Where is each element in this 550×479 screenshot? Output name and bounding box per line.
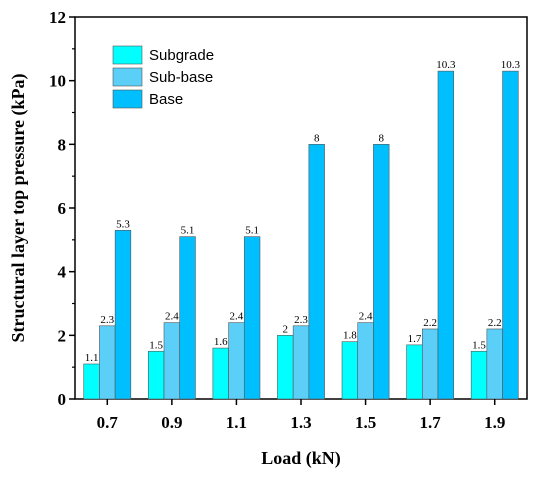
bar-subgrade-0.9 xyxy=(148,350,165,400)
bar-base-1.3 xyxy=(308,144,325,400)
data-label: 2 xyxy=(283,323,289,335)
data-label: 5.3 xyxy=(116,218,130,230)
y-tick-label: 12 xyxy=(49,8,66,27)
legend-label: Subgrade xyxy=(149,47,214,64)
bar-subgrade-1.3 xyxy=(277,335,294,400)
y-tick-label: 4 xyxy=(58,263,67,282)
x-tick-label: 1.1 xyxy=(226,413,247,432)
y-axis-title: Structural layer top pressure (kPa) xyxy=(8,74,29,343)
data-label: 1.7 xyxy=(408,333,422,345)
legend: Subgrade Sub-base Base xyxy=(112,45,214,109)
data-label: 1.8 xyxy=(343,330,357,342)
bar-sub-base-1.7 xyxy=(421,328,439,400)
data-label: 2.4 xyxy=(359,311,373,323)
data-label: 1.6 xyxy=(214,336,228,348)
bar-base-1.5 xyxy=(373,144,390,400)
x-tick-label: 1.9 xyxy=(484,413,505,432)
bar-subgrade-1.1 xyxy=(212,347,229,400)
bar-base-0.7 xyxy=(114,229,132,400)
data-label: 5.1 xyxy=(181,225,195,237)
bar-sub-base-0.7 xyxy=(99,325,116,400)
legend-swatch-sub-base xyxy=(112,67,143,87)
bar-subgrade-0.7 xyxy=(83,363,100,400)
data-label: 10.3 xyxy=(436,59,456,71)
y-tick-label: 8 xyxy=(58,135,67,154)
bar-base-1.1 xyxy=(243,236,261,400)
bar-sub-base-0.9 xyxy=(163,322,181,400)
data-label: 10.3 xyxy=(501,59,521,71)
bar-base-1.7 xyxy=(437,70,454,400)
bar-sub-base-1.9 xyxy=(486,328,503,400)
x-axis-title: Load (kN) xyxy=(261,448,341,469)
data-label: 1.5 xyxy=(149,339,163,351)
bar-sub-base-1.1 xyxy=(228,322,245,400)
data-label: 1.5 xyxy=(472,339,486,351)
data-label: 2.2 xyxy=(423,317,437,329)
x-tick-label: 0.9 xyxy=(161,413,182,432)
legend-label: Base xyxy=(149,91,183,108)
x-tick-label: 1.3 xyxy=(290,413,311,432)
x-tick-label: 0.7 xyxy=(97,413,119,432)
legend-swatch-subgrade xyxy=(112,45,143,65)
y-tick-label: 10 xyxy=(49,72,66,91)
data-label: 2.2 xyxy=(488,317,502,329)
bar-subgrade-1.7 xyxy=(406,344,423,400)
y-tick-label: 2 xyxy=(58,326,67,345)
data-label: 2.3 xyxy=(100,314,114,326)
data-label: 8 xyxy=(314,132,320,144)
data-label: 2.4 xyxy=(230,311,244,323)
bar-subgrade-1.5 xyxy=(341,341,359,400)
data-label: 2.3 xyxy=(294,314,308,326)
data-label: 8 xyxy=(379,132,385,144)
data-label: 1.1 xyxy=(85,352,99,364)
x-tick-label: 1.5 xyxy=(355,413,376,432)
plot-area: 1.12.35.31.52.45.11.62.45.122.381.82.481… xyxy=(49,8,528,432)
legend-swatch-base xyxy=(112,89,143,109)
bar-base-1.9 xyxy=(502,70,519,400)
data-label: 2.4 xyxy=(165,311,179,323)
x-tick-label: 1.7 xyxy=(420,413,442,432)
y-tick-label: 6 xyxy=(58,199,67,218)
legend-label: Sub-base xyxy=(149,69,213,86)
y-tick-label: 0 xyxy=(58,390,67,409)
bar-subgrade-1.9 xyxy=(470,350,488,400)
data-label: 5.1 xyxy=(245,225,259,237)
bar-sub-base-1.5 xyxy=(357,322,374,400)
bar-sub-base-1.3 xyxy=(292,325,310,400)
bar-base-0.9 xyxy=(179,236,196,400)
